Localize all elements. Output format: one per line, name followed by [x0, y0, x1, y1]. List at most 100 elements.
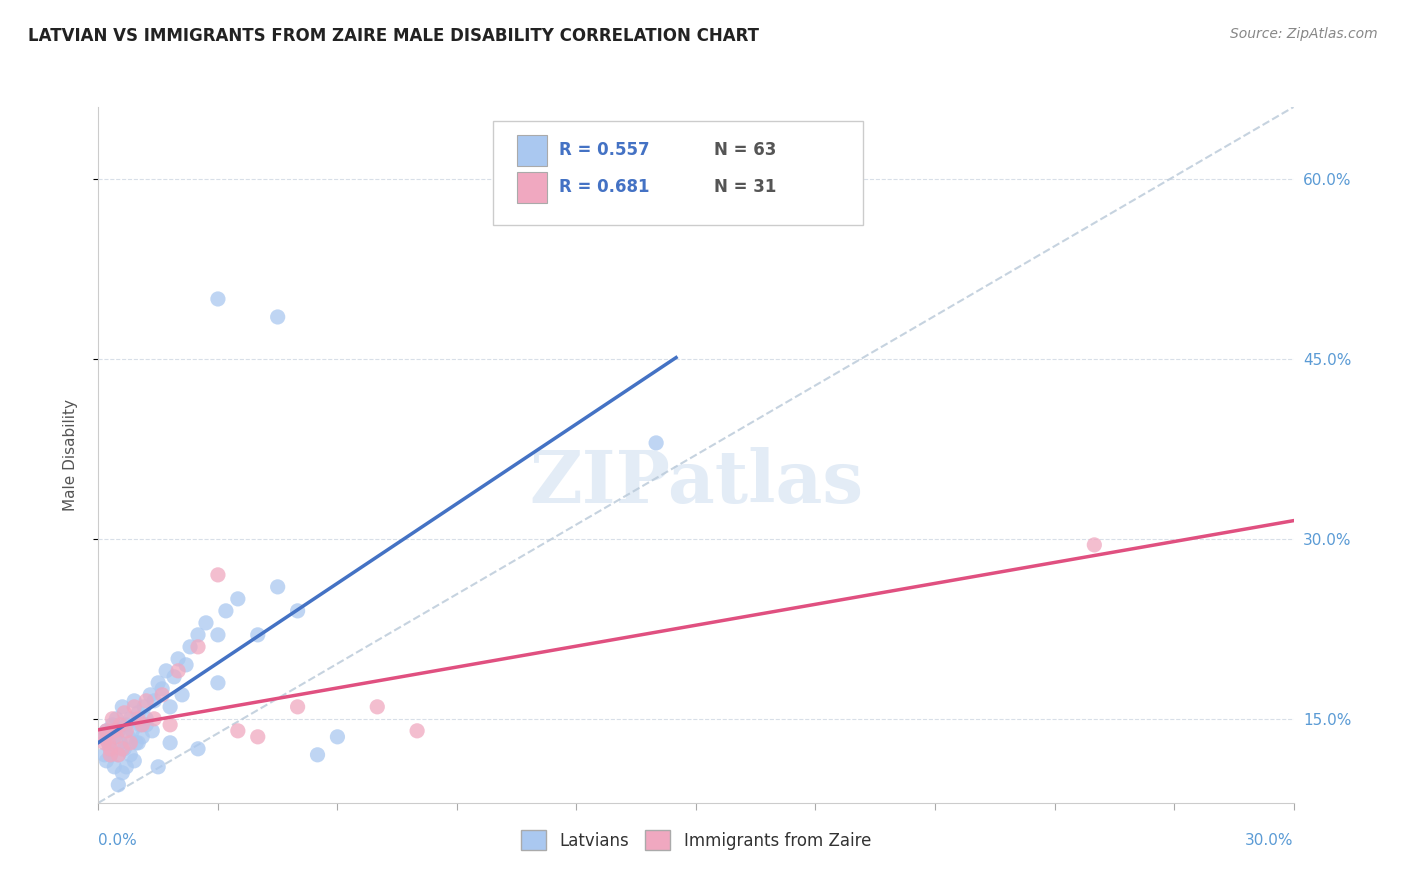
- Point: [96, 723, 118, 738]
- Point: [207, 567, 229, 582]
- Point: [172, 688, 194, 702]
- Point: [98, 741, 122, 756]
- Point: [103, 723, 125, 738]
- FancyBboxPatch shape: [494, 121, 863, 226]
- Point: [187, 640, 209, 654]
- Point: [127, 706, 149, 720]
- Point: [96, 723, 118, 738]
- Legend: Latvians, Immigrants from Zaire: Latvians, Immigrants from Zaire: [515, 823, 877, 857]
- Point: [148, 676, 170, 690]
- Point: [141, 723, 163, 738]
- Point: [120, 736, 142, 750]
- Point: [120, 712, 142, 726]
- Text: R = 0.681: R = 0.681: [558, 178, 650, 196]
- Point: [179, 640, 201, 654]
- Point: [110, 718, 132, 732]
- Point: [112, 741, 135, 756]
- Point: [124, 754, 146, 768]
- Point: [112, 706, 135, 720]
- Point: [115, 760, 138, 774]
- Point: [195, 615, 218, 630]
- Point: [366, 699, 388, 714]
- Point: [159, 718, 181, 732]
- Text: 30.0%: 30.0%: [1246, 833, 1294, 847]
- Text: N = 31: N = 31: [714, 178, 776, 196]
- Point: [207, 628, 229, 642]
- Point: [101, 718, 124, 732]
- Point: [267, 580, 290, 594]
- Y-axis label: Male Disability: Male Disability: [63, 399, 77, 511]
- Text: ZIPatlas: ZIPatlas: [529, 447, 863, 518]
- Point: [110, 736, 132, 750]
- Point: [131, 718, 153, 732]
- Point: [93, 736, 115, 750]
- Point: [287, 604, 309, 618]
- Point: [93, 747, 115, 762]
- Text: N = 63: N = 63: [714, 141, 776, 159]
- Point: [98, 741, 122, 756]
- Text: Source: ZipAtlas.com: Source: ZipAtlas.com: [1230, 27, 1378, 41]
- Point: [226, 591, 249, 606]
- Point: [174, 657, 197, 672]
- Point: [98, 747, 122, 762]
- Point: [1083, 538, 1105, 552]
- Point: [97, 736, 120, 750]
- Point: [167, 652, 190, 666]
- Point: [406, 723, 429, 738]
- Point: [107, 778, 129, 792]
- Point: [187, 628, 209, 642]
- Text: LATVIAN VS IMMIGRANTS FROM ZAIRE MALE DISABILITY CORRELATION CHART: LATVIAN VS IMMIGRANTS FROM ZAIRE MALE DI…: [28, 27, 759, 45]
- Point: [287, 699, 309, 714]
- Point: [111, 765, 134, 780]
- Text: R = 0.557: R = 0.557: [558, 141, 650, 159]
- Point: [105, 712, 128, 726]
- Point: [135, 694, 157, 708]
- Point: [129, 718, 152, 732]
- Point: [115, 723, 138, 738]
- Point: [155, 664, 177, 678]
- Point: [98, 747, 122, 762]
- Point: [167, 664, 190, 678]
- Point: [207, 676, 229, 690]
- Point: [107, 747, 129, 762]
- Point: [103, 730, 125, 744]
- Point: [159, 699, 181, 714]
- Point: [143, 694, 166, 708]
- Point: [148, 760, 170, 774]
- Point: [124, 694, 146, 708]
- Point: [135, 718, 157, 732]
- Bar: [517, 172, 547, 203]
- Point: [105, 730, 128, 744]
- Point: [107, 747, 129, 762]
- Point: [207, 292, 229, 306]
- Point: [125, 736, 148, 750]
- Point: [143, 712, 166, 726]
- Bar: [517, 135, 547, 166]
- Point: [103, 760, 125, 774]
- Point: [187, 741, 209, 756]
- Point: [215, 604, 238, 618]
- Point: [159, 736, 181, 750]
- Point: [645, 436, 668, 450]
- Text: 0.0%: 0.0%: [98, 833, 138, 847]
- Point: [139, 688, 162, 702]
- Point: [96, 754, 118, 768]
- Point: [107, 723, 129, 738]
- Point: [111, 699, 134, 714]
- Point: [127, 712, 149, 726]
- Point: [131, 730, 153, 744]
- Point: [127, 736, 149, 750]
- Point: [97, 736, 120, 750]
- Point: [91, 730, 114, 744]
- Point: [246, 628, 269, 642]
- Point: [117, 730, 139, 744]
- Point: [307, 747, 329, 762]
- Point: [150, 681, 173, 696]
- Point: [226, 723, 249, 738]
- Point: [326, 730, 349, 744]
- Point: [135, 712, 157, 726]
- Point: [163, 670, 186, 684]
- Point: [246, 730, 269, 744]
- Point: [111, 741, 134, 756]
- Point: [101, 712, 124, 726]
